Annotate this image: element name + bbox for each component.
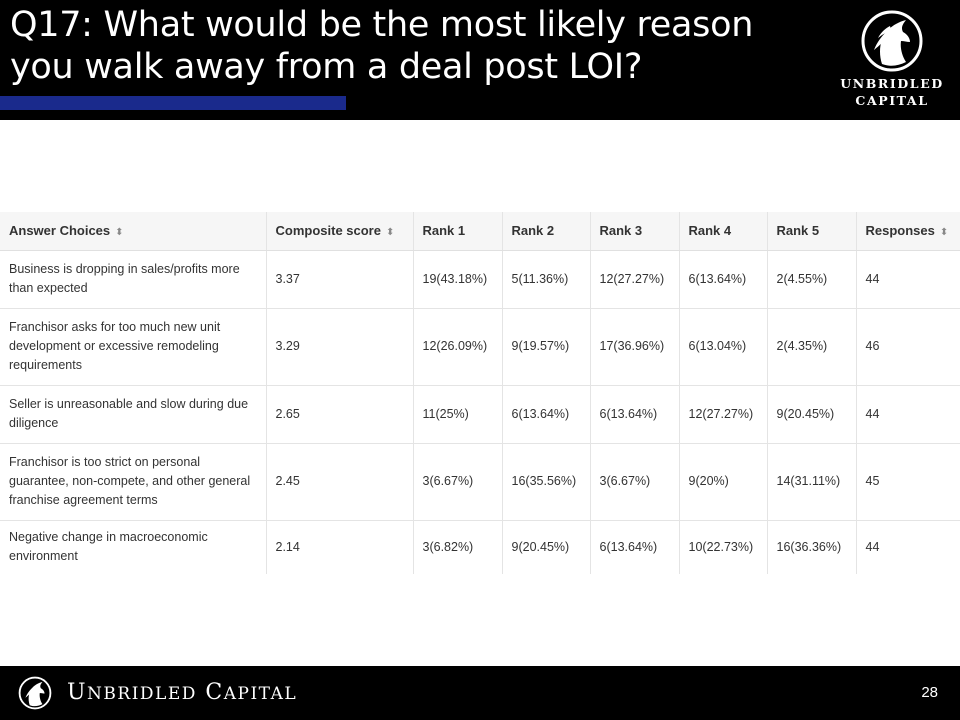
rank-5-cell: 2(4.55%): [767, 250, 857, 309]
rank-3-cell: 3(6.67%): [590, 443, 680, 521]
table-row: Franchisor is too strict on personal gua…: [0, 443, 960, 521]
sort-icon[interactable]: ⬍: [939, 227, 949, 239]
responses-cell: 44: [856, 250, 960, 309]
slide-header: Q17: What would be the most likely reaso…: [0, 0, 960, 120]
column-header-label: Rank 3: [599, 223, 643, 239]
rank-1-cell: 3(6.67%): [413, 443, 503, 521]
column-header-rank-1: Rank 1: [413, 212, 503, 251]
table-header-row: Answer Choices ⬍ Composite score ⬍ Rank 1 …: [0, 212, 960, 251]
logo-line-2: CAPITAL: [855, 93, 929, 108]
answer-choice-cell: Business is dropping in sales/profits mo…: [0, 250, 267, 309]
composite-score-cell: 3.37: [266, 250, 414, 309]
sort-icon[interactable]: ⬍: [115, 227, 124, 239]
table-row: Franchisor asks for too much new unit de…: [0, 308, 960, 386]
responses-cell: 44: [865, 539, 880, 554]
rank-2-cell: 9(20.45%): [502, 520, 591, 574]
rank-3-cell: 17(36.96%): [590, 308, 680, 386]
rank-5-cell: 16(36.36%): [767, 520, 857, 574]
rank-3-cell: 6(13.64%): [590, 385, 680, 444]
brand-initial: C: [205, 680, 224, 705]
column-header-composite-score[interactable]: Composite score ⬍: [266, 212, 414, 251]
horse-head-icon: [18, 676, 52, 710]
column-header-answer-choices[interactable]: Answer Choices ⬍: [0, 212, 267, 251]
results-table: Answer Choices ⬍ Composite score ⬍ Rank 1 …: [0, 212, 960, 574]
column-header-label: Rank 5: [776, 223, 820, 239]
answer-choice-cell: Negative change in macroeconomic environ…: [0, 520, 267, 574]
table-row: Business is dropping in sales/profits mo…: [0, 250, 960, 309]
brand-word-rest: APITAL: [223, 684, 298, 704]
rank-5-cell: 9(20.45%): [767, 385, 857, 444]
results-table-container: Answer Choices ⬍ Composite score ⬍ Rank 1 …: [0, 212, 960, 574]
rank-5-cell: 2(4.35%): [767, 308, 857, 386]
sort-icon[interactable]: ⬍: [385, 227, 395, 239]
column-header-rank-4: Rank 4: [679, 212, 768, 251]
table-row: Negative change in macroeconomic environ…: [0, 520, 960, 574]
rank-5-cell: 14(31.11%): [767, 443, 857, 521]
title-accent-bar: [0, 96, 346, 110]
composite-score-cell: 3.29: [266, 308, 414, 386]
footer-brand-name: UNBRIDLED CAPITAL: [67, 680, 297, 705]
rank-3-cell: 6(13.64%): [590, 520, 680, 574]
answer-choice-cell: Franchisor is too strict on personal gua…: [0, 443, 267, 521]
column-header-rank-5: Rank 5: [767, 212, 857, 251]
rank-2-cell: 9(19.57%): [502, 308, 591, 386]
composite-score-cell: 2.65: [266, 385, 414, 444]
rank-4-cell: 9(20%): [679, 443, 768, 521]
column-header-label: Responses: [865, 223, 935, 239]
rank-2-cell: 5(11.36%): [502, 250, 591, 309]
rank-3-cell: 12(27.27%): [590, 250, 680, 309]
rank-4-cell: 6(13.64%): [679, 250, 768, 309]
rank-1-cell: 11(25%): [413, 385, 503, 444]
rank-2-cell: 16(35.56%): [502, 443, 591, 521]
column-header-label: Rank 4: [688, 223, 732, 239]
logo-line-1: UNBRIDLED: [840, 76, 944, 91]
rank-1-cell: 19(43.18%): [413, 250, 503, 309]
rank-4-cell: 12(27.27%): [679, 385, 768, 444]
column-header-rank-2: Rank 2: [502, 212, 591, 251]
composite-score-cell: 2.45: [266, 443, 414, 521]
column-header-responses[interactable]: Responses ⬍: [856, 212, 960, 251]
brand-logo: UNBRIDLED CAPITAL: [836, 8, 956, 112]
rank-4-cell: 6(13.04%): [679, 308, 768, 386]
column-header-label: Rank 1: [422, 223, 466, 239]
horse-head-icon: [861, 10, 923, 72]
slide-footer: UNBRIDLED CAPITAL 28: [0, 666, 960, 720]
responses-cell: 46: [856, 308, 960, 386]
brand-word-rest: NBRIDLED: [87, 684, 197, 704]
answer-choice-cell: Franchisor asks for too much new unit de…: [0, 308, 267, 386]
page-number: 28: [921, 684, 938, 701]
brand-initial: U: [67, 680, 88, 705]
rank-4-cell: 10(22.73%): [679, 520, 768, 574]
responses-cell: 45: [856, 443, 960, 521]
rank-1-cell: 3(6.82%): [413, 520, 503, 574]
column-header-label: Composite score: [275, 223, 381, 239]
composite-score-cell: 2.14: [266, 520, 414, 574]
column-header-label: Answer Choices: [9, 223, 111, 239]
answer-choice-cell: Seller is unreasonable and slow during d…: [0, 385, 267, 444]
rank-1-cell: 12(26.09%): [413, 308, 503, 386]
column-header-rank-3: Rank 3: [590, 212, 680, 251]
column-header-label: Rank 2: [511, 223, 555, 239]
responses-cell: 44: [856, 385, 960, 444]
slide-title: Q17: What would be the most likely reaso…: [10, 5, 754, 87]
rank-2-cell: 6(13.64%): [502, 385, 591, 444]
table-row: Seller is unreasonable and slow during d…: [0, 385, 960, 444]
